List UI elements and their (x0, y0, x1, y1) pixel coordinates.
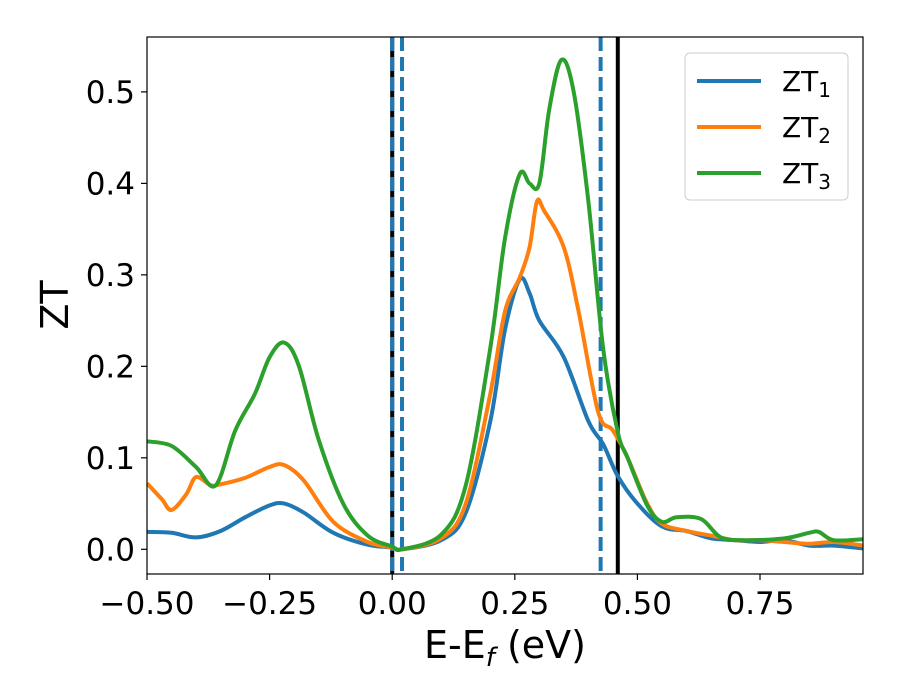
y-tick-label: 0.1 (86, 441, 135, 477)
y-tick-label: 0.2 (86, 349, 135, 385)
y-axis-ticks: 0.0 0.1 0.2 0.3 0.4 0.5 (86, 75, 147, 568)
y-tick-label: 0.5 (86, 75, 135, 111)
y-tick-label: 0.4 (86, 166, 135, 202)
x-tick-label: 0.00 (358, 586, 427, 622)
x-axis-label-unit: (eV) (495, 623, 586, 667)
x-tick-label: 0.25 (480, 586, 549, 622)
legend-box (684, 52, 849, 201)
plot-frame (146, 36, 864, 575)
legend-label-zt2: ZT2 (782, 111, 831, 148)
x-tick-label: −0.50 (100, 586, 195, 622)
y-tick-label: 0.0 (86, 532, 135, 568)
x-tick-label: 0.50 (603, 586, 672, 622)
series-line-zt2 (147, 197, 863, 552)
legend-label-zt1: ZT1 (782, 65, 831, 102)
vertical-reference-lines (390, 37, 620, 574)
x-axis-label: E-Ef (eV) (424, 623, 586, 673)
x-tick-label: 0.75 (725, 586, 794, 622)
series-line-zt3 (147, 57, 863, 553)
y-axis-label: ZT (33, 280, 77, 330)
y-tick-label: 0.3 (86, 258, 135, 294)
series-lines (147, 57, 863, 553)
legend: ZT1 ZT2 ZT3 (684, 52, 849, 201)
x-axis-ticks: −0.50 −0.25 0.00 0.25 0.50 0.75 (100, 574, 795, 622)
legend-label-zt3: ZT3 (782, 157, 831, 194)
x-tick-label: −0.25 (222, 586, 317, 622)
